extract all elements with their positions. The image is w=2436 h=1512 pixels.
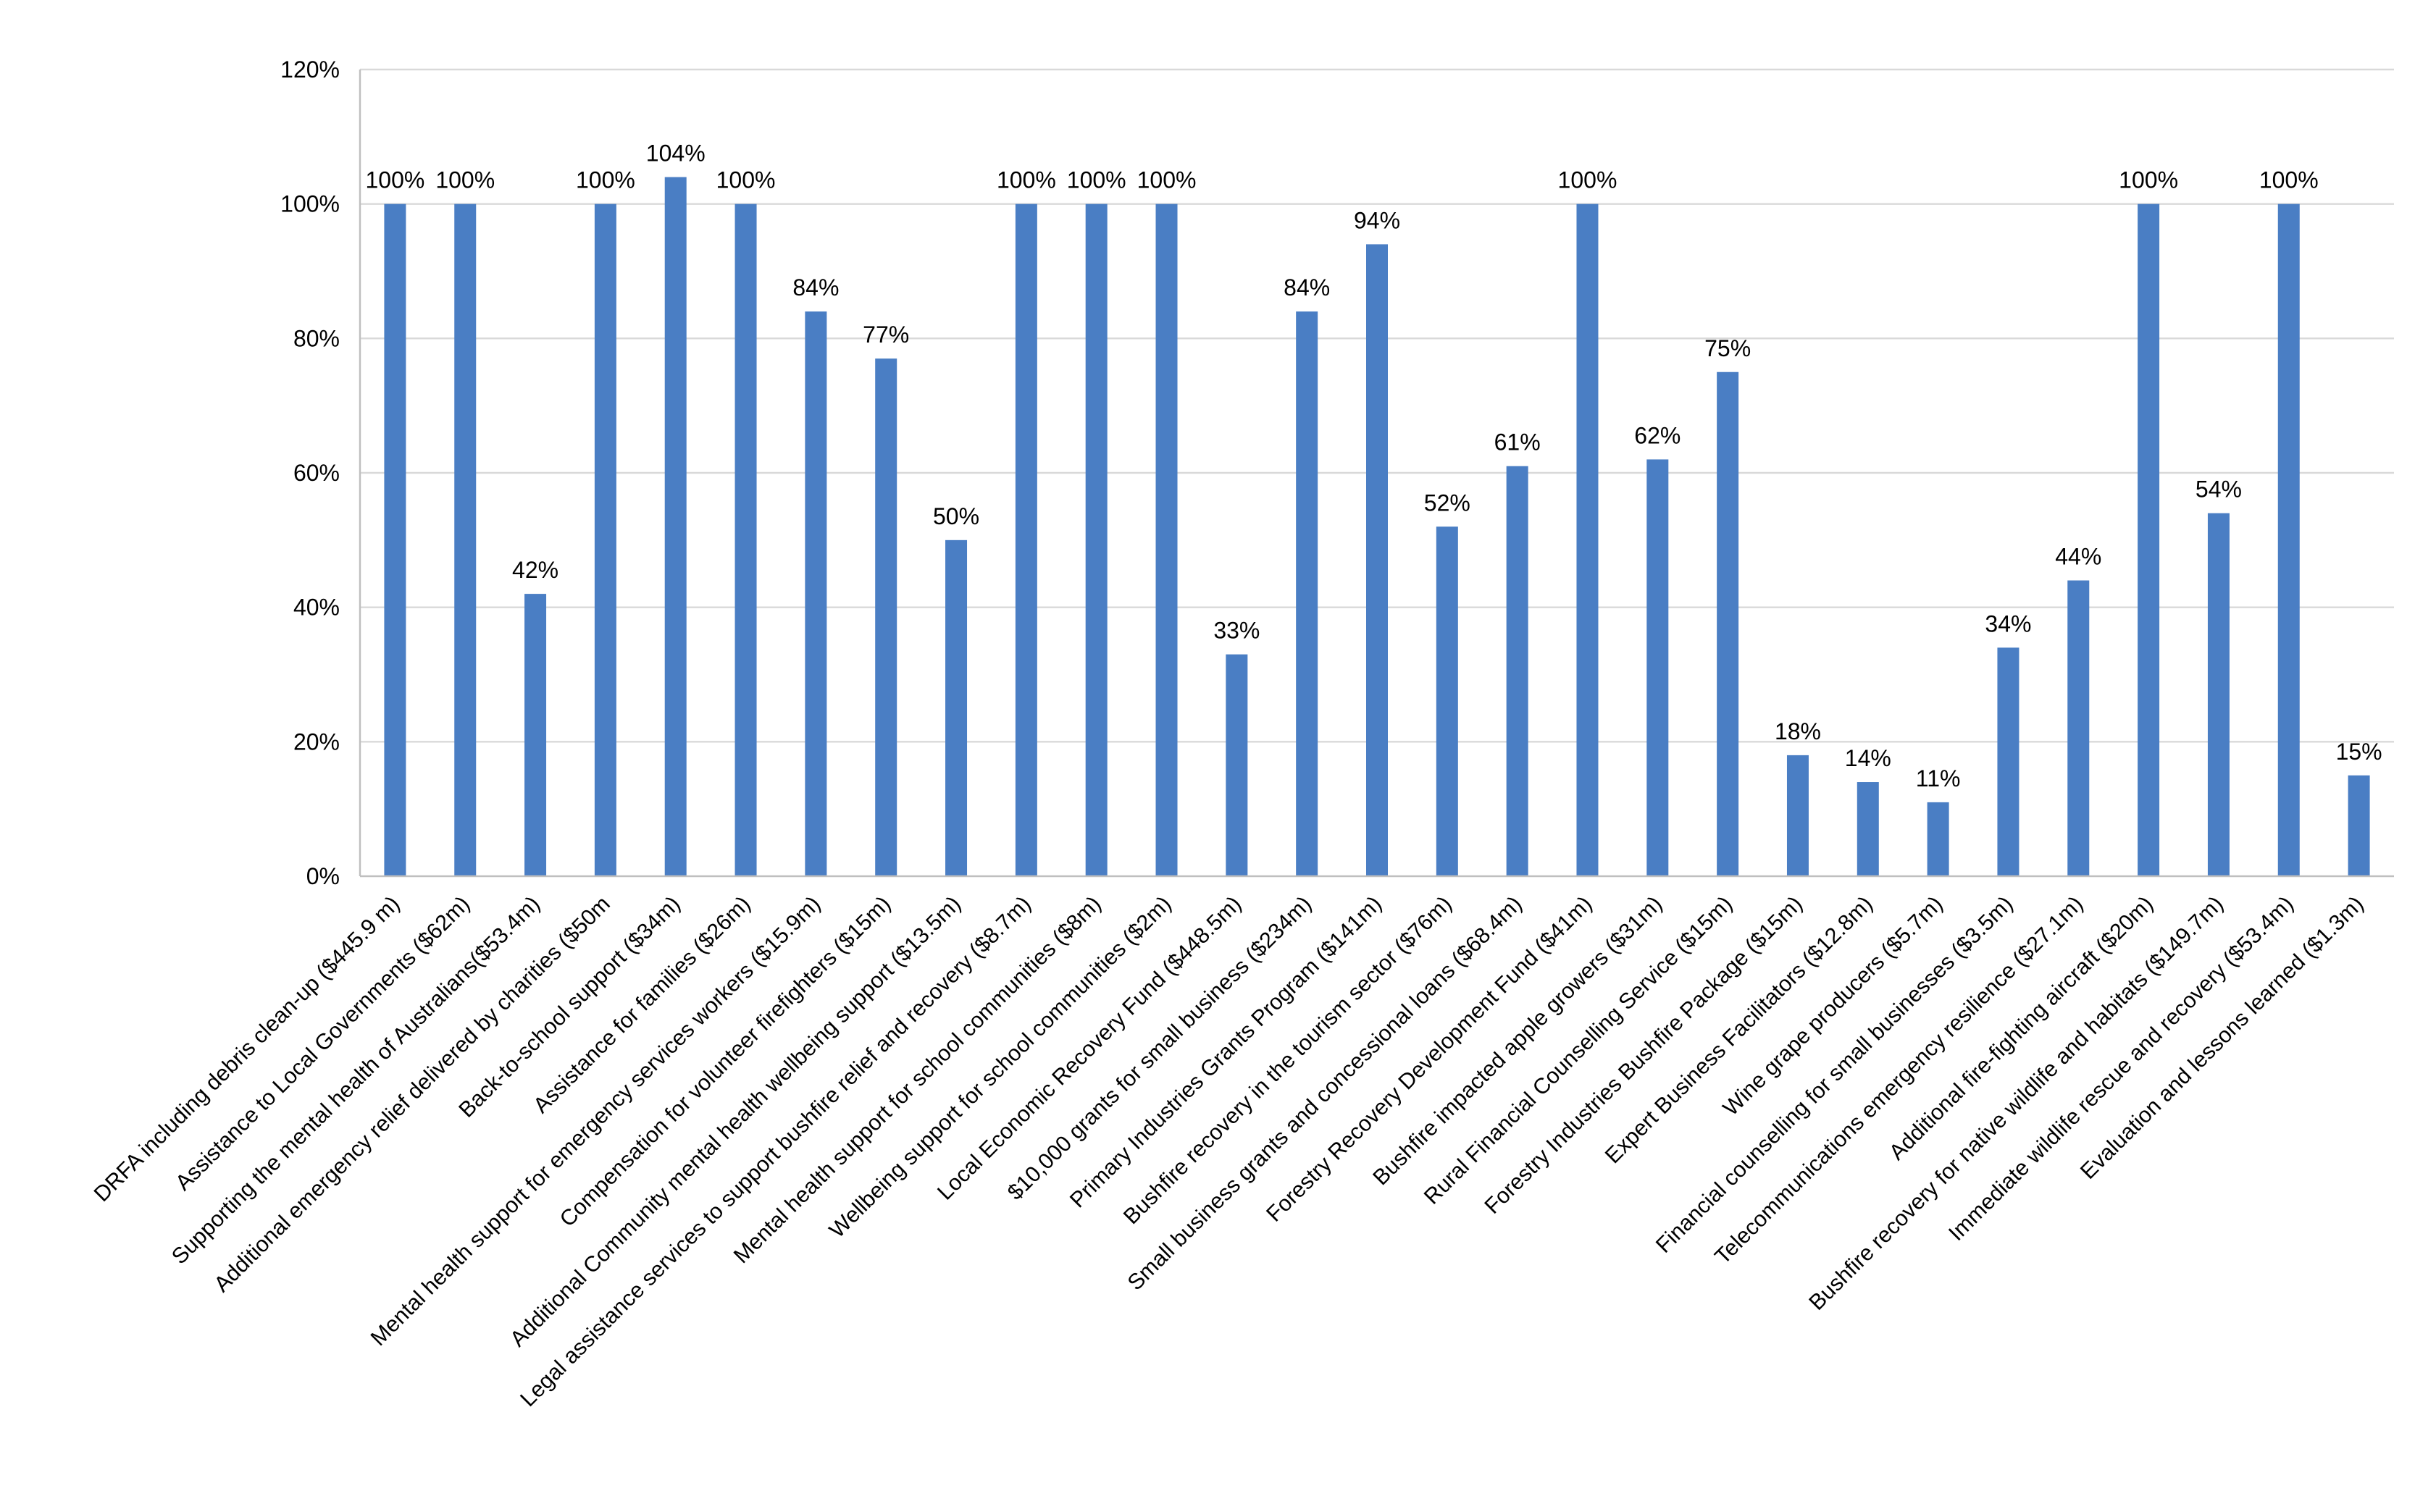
data-label: 33% — [1213, 618, 1260, 644]
data-labels: 100% 100% 42% 100% 104% 100% 84% 77% 50% 100% 100%… — [365, 140, 2382, 791]
bar — [945, 539, 968, 876]
bar — [805, 311, 827, 876]
data-label: 100% — [2259, 167, 2319, 193]
bar — [1646, 459, 1669, 876]
bar — [594, 203, 616, 877]
data-label: 11% — [1916, 765, 1961, 791]
x-tick-label: Additional fire-fighting aircraft ($20m) — [1884, 891, 2158, 1165]
data-label: 84% — [792, 274, 839, 301]
data-label: 100% — [576, 167, 635, 193]
x-tick-label: Bushfire recovery in the tourism sector … — [1118, 891, 1456, 1229]
data-label: 100% — [716, 167, 776, 193]
bar — [1786, 755, 1809, 876]
data-label: 42% — [512, 557, 558, 583]
data-label: 34% — [1985, 610, 2031, 637]
bar — [1155, 203, 1178, 877]
bars — [384, 177, 2370, 877]
data-label: 52% — [1424, 490, 1470, 516]
data-label: 94% — [1354, 207, 1400, 233]
y-tick-label: 20% — [293, 728, 340, 755]
y-axis-tick-labels: 0% 20% 40% 60% 80% 100% 120% — [280, 56, 340, 889]
bar — [1436, 526, 1458, 876]
data-label: 75% — [1704, 335, 1751, 361]
bar — [1997, 647, 2019, 876]
data-label: 54% — [2196, 476, 2242, 503]
bar — [454, 203, 477, 877]
y-tick-label: 80% — [293, 325, 340, 351]
y-tick-label: 120% — [280, 56, 340, 83]
bar — [1296, 311, 1318, 876]
data-label: 18% — [1775, 718, 1821, 744]
bar — [384, 203, 406, 877]
data-label: 14% — [1845, 745, 1891, 771]
data-label: 100% — [365, 167, 424, 193]
bar — [1015, 203, 1037, 877]
data-label: 50% — [933, 503, 979, 529]
data-label: 104% — [646, 140, 706, 167]
bar — [1506, 466, 1528, 876]
data-label: 44% — [2055, 544, 2101, 570]
bar — [1927, 802, 1949, 876]
data-label: 100% — [435, 167, 495, 193]
bar — [1717, 371, 1739, 876]
bar — [2348, 775, 2370, 876]
y-tick-label: 0% — [306, 863, 340, 889]
bar — [1576, 203, 1599, 877]
x-tick-label: Additional Community mental health wellb… — [506, 891, 966, 1351]
x-tick-label: Compensation for volunteer firefighters … — [555, 891, 895, 1232]
data-label: 62% — [1634, 422, 1680, 448]
bar — [1366, 244, 1388, 876]
data-label: 100% — [997, 167, 1056, 193]
data-label: 15% — [2336, 739, 2382, 765]
y-tick-label: 40% — [293, 595, 340, 621]
data-label: 100% — [2119, 167, 2178, 193]
bar — [875, 358, 897, 876]
bar — [524, 594, 547, 876]
x-tick-label: Mental health support for emergency serv… — [366, 891, 825, 1351]
bar — [2277, 203, 2300, 877]
x-tick-label: Forestry Industries Bushfire Package ($1… — [1480, 891, 1807, 1219]
bar — [664, 177, 687, 877]
data-label: 100% — [1558, 167, 1617, 193]
bar — [2138, 203, 2160, 877]
data-label: 61% — [1494, 429, 1541, 455]
bar — [1226, 654, 1248, 876]
x-tick-label: Assistance to Local Governments ($62m) — [171, 891, 475, 1196]
data-label: 84% — [1284, 274, 1330, 301]
y-tick-label: 100% — [280, 191, 340, 217]
bar — [1085, 203, 1108, 877]
data-label: 100% — [1067, 167, 1126, 193]
bar — [734, 203, 757, 877]
y-tick-label: 60% — [293, 460, 340, 486]
data-label: 100% — [1137, 167, 1197, 193]
bar — [1857, 782, 1879, 876]
x-axis-tick-labels: DRFA including debris clean-up ($445.9 m… — [89, 891, 2368, 1411]
bar — [2067, 580, 2090, 876]
bar — [2207, 513, 2230, 876]
x-tick-label: Forestry Recovery Development Fund ($41m… — [1262, 891, 1597, 1227]
data-label: 77% — [863, 322, 909, 348]
